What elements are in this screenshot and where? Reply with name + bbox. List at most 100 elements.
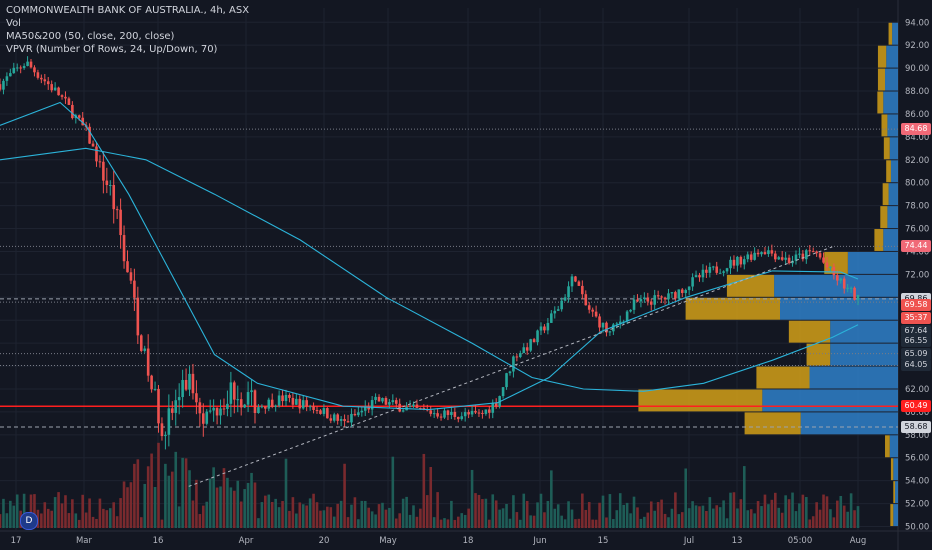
vpvr-up-bar	[756, 366, 810, 389]
candle-body	[629, 309, 632, 312]
price-axis[interactable]: 50.0052.0054.0056.0058.0060.0062.0064.00…	[905, 18, 929, 532]
volume-bar	[308, 498, 312, 528]
candle-body	[742, 259, 746, 265]
vpvr-down-bar	[887, 206, 898, 229]
volume-bar	[477, 494, 481, 528]
volume-bar	[491, 494, 495, 528]
y-tick-label: 60.00	[905, 408, 929, 418]
candle-body	[691, 277, 694, 287]
volume-bar	[563, 519, 567, 528]
x-tick-label: Jun	[532, 536, 546, 546]
volume-bar	[653, 510, 656, 528]
volume-bar	[853, 510, 856, 528]
candle-body	[177, 397, 181, 401]
volume-bar	[808, 519, 812, 528]
symbol-title[interactable]: COMMONWEALTH BANK OF AUSTRALIA., 4h, ASX	[6, 5, 250, 16]
volume-bar	[856, 506, 860, 528]
vpvr-up-bar	[888, 22, 893, 45]
volume-bar	[598, 502, 601, 528]
candle-body	[346, 421, 350, 423]
candlesticks	[0, 56, 860, 450]
candle-body	[136, 297, 140, 336]
volume-bar	[849, 493, 853, 528]
volume-bar	[74, 513, 78, 528]
candle-body	[370, 400, 374, 410]
vpvr-up-bar	[893, 481, 896, 504]
volume-bar	[419, 508, 422, 528]
candle-body	[315, 409, 319, 411]
candle-body	[670, 292, 674, 294]
volume-bar	[722, 500, 725, 528]
volume-bar	[43, 502, 47, 528]
candle-body	[450, 411, 453, 415]
volume-bar	[567, 501, 570, 528]
volume-bar	[784, 495, 787, 528]
volume-bar	[629, 513, 632, 528]
candle-body	[856, 294, 860, 300]
candle-body	[560, 300, 563, 310]
volume-bar	[153, 486, 157, 528]
volume-bar	[222, 468, 226, 528]
candle-body	[550, 313, 553, 323]
vpvr-down-bar	[883, 91, 898, 114]
volume-bar	[501, 508, 505, 528]
candle-body	[436, 413, 439, 417]
candle-body	[715, 266, 719, 273]
volume-bar	[415, 516, 419, 528]
candle-body	[212, 407, 215, 411]
candle-body	[687, 286, 691, 291]
vpvr-label[interactable]: VPVR (Number Of Rows, 24, Up/Down, 70)	[6, 44, 218, 55]
candle-body	[377, 396, 381, 402]
volume-bar	[243, 489, 246, 528]
volume-bar	[305, 505, 308, 528]
candle-body	[829, 266, 832, 268]
candle-body	[553, 310, 557, 314]
candle-body	[488, 409, 491, 413]
dividend-badge-icon[interactable]: D	[20, 512, 38, 530]
volume-bar	[5, 513, 9, 528]
volume-bar	[184, 458, 188, 528]
candle-body	[350, 413, 353, 423]
candle-body	[584, 294, 588, 306]
candle-body	[760, 252, 763, 255]
time-axis[interactable]: 17 Mar 16 Apr 20 May 18 Jun 15 Jul 13 05:00 Aug	[11, 536, 867, 546]
volume-bar	[708, 497, 712, 528]
volume-label[interactable]: Vol	[6, 18, 21, 29]
y-tick-label: 56.00	[905, 454, 929, 464]
volume-bar	[384, 509, 388, 528]
volume-bar	[463, 514, 467, 528]
moving-average-label[interactable]: MA50&200 (50, close, 200, close)	[6, 31, 175, 42]
volume-bar	[484, 498, 488, 528]
candle-body	[122, 235, 126, 262]
candle-body	[2, 80, 5, 90]
volume-bar	[460, 513, 464, 528]
volume-bar	[780, 512, 784, 528]
volume-bar	[250, 472, 253, 528]
volume-bar	[260, 502, 264, 528]
volume-bar	[377, 504, 381, 528]
candle-body	[29, 61, 33, 68]
candle-body	[270, 399, 274, 407]
candle-body	[839, 278, 843, 281]
candle-body	[649, 301, 653, 305]
volume-bar	[536, 502, 539, 528]
y-tick-label: 72.00	[905, 270, 929, 280]
y-tick-label: 92.00	[905, 41, 929, 51]
candle-body	[15, 67, 19, 69]
volume-bar	[202, 505, 205, 528]
candle-body	[274, 405, 277, 407]
candle-body	[739, 256, 743, 265]
x-tick-label: 05:00	[788, 536, 813, 546]
volume-bar	[281, 501, 284, 528]
candle-body	[605, 322, 608, 333]
volume-bar	[763, 494, 767, 528]
candle-body	[339, 419, 343, 421]
candle-body	[164, 434, 167, 437]
vpvr-down-bar	[809, 366, 898, 389]
y-tick-label: 50.00	[905, 523, 929, 533]
vpvr-down-bar	[762, 389, 898, 412]
candle-body	[195, 393, 198, 403]
volume-bar	[736, 508, 739, 528]
